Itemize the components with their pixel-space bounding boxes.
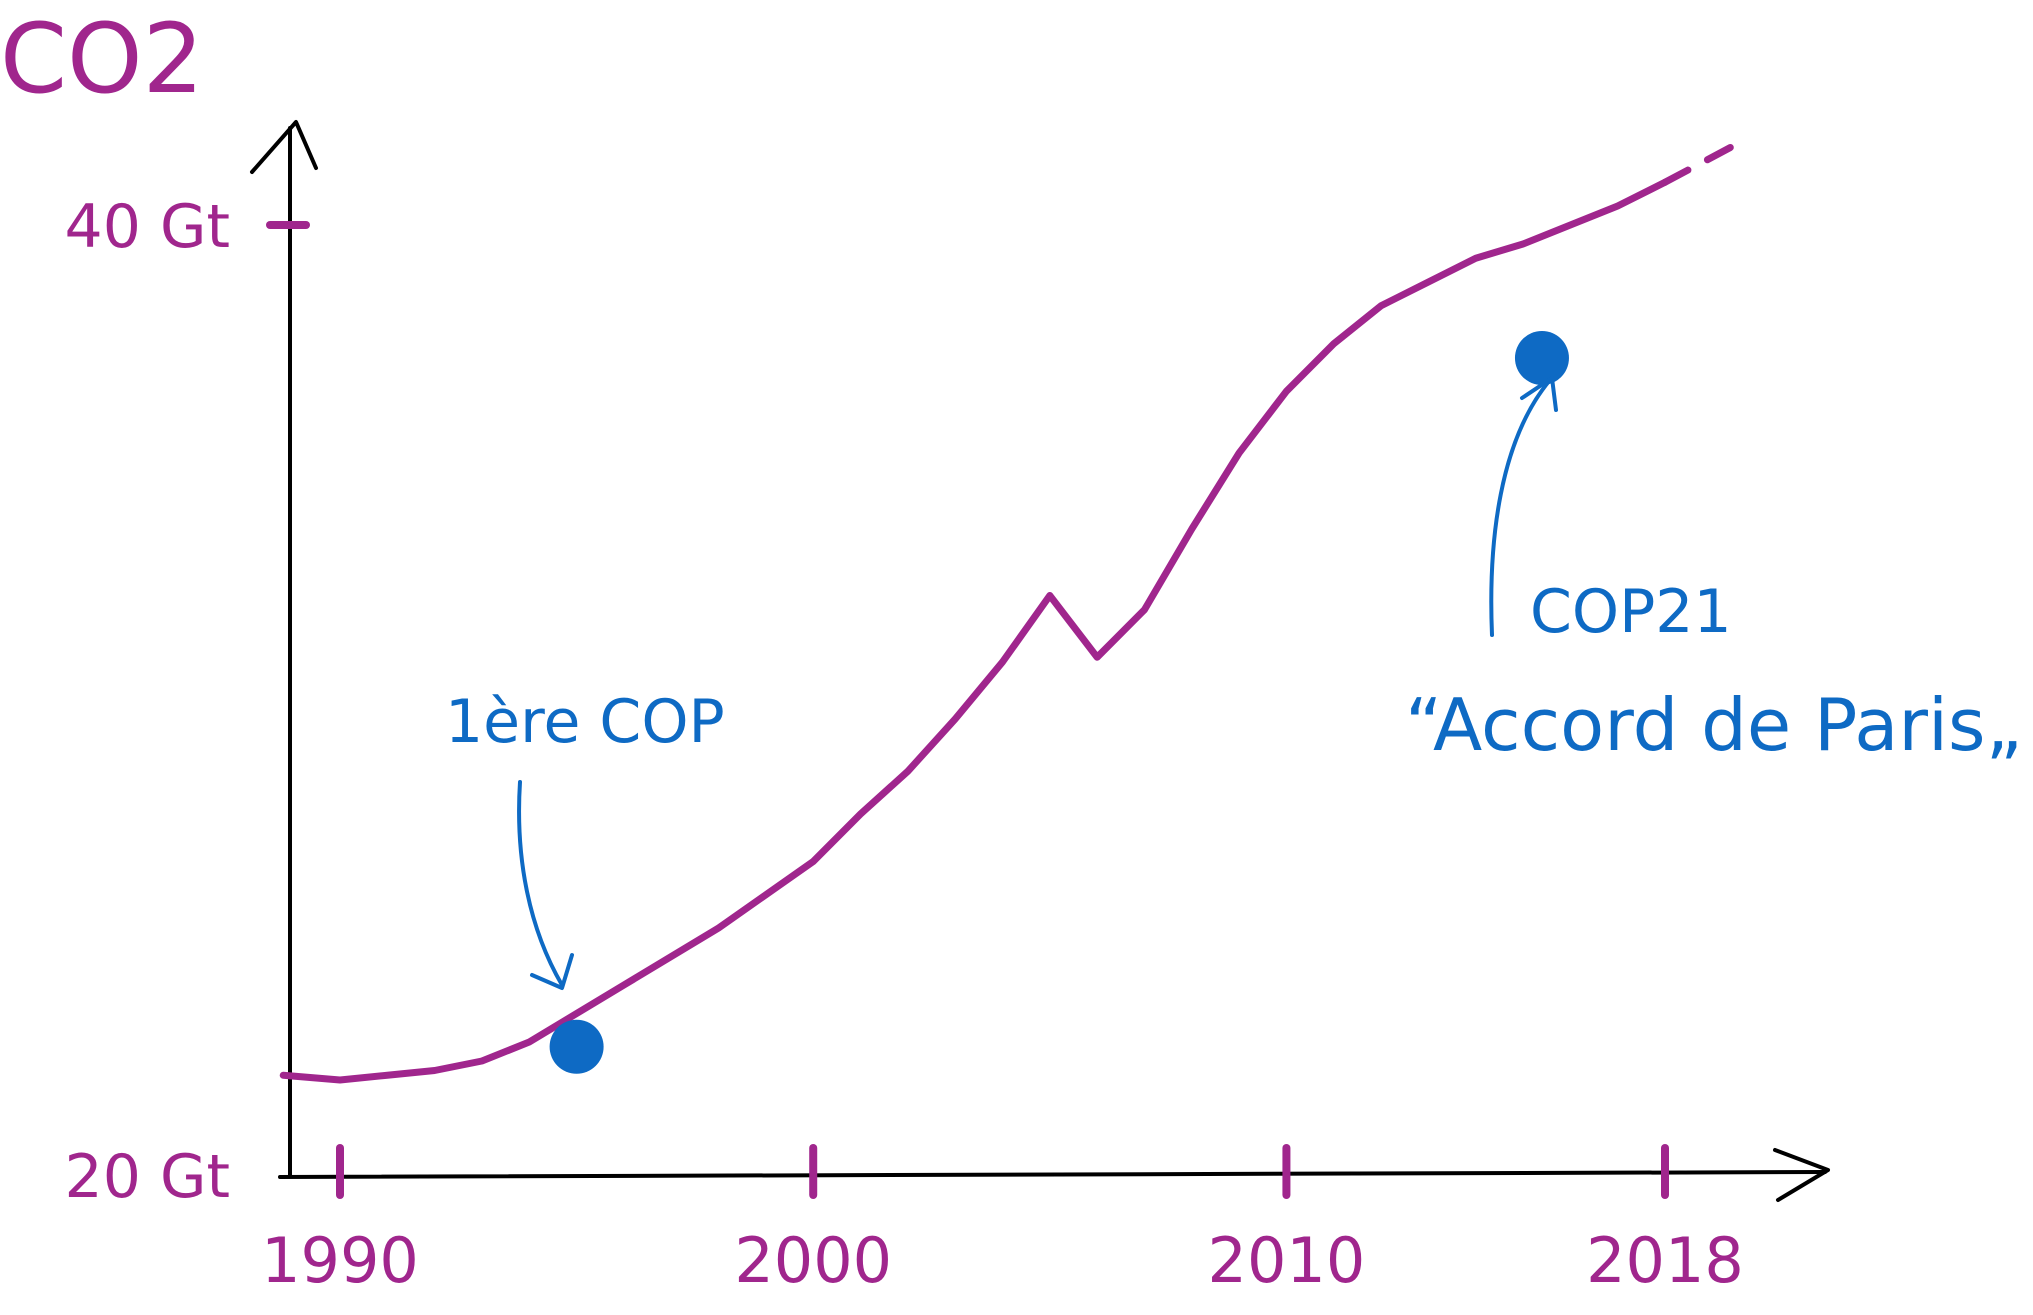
x-tick-label: 2018 — [1586, 1224, 1744, 1297]
x-axis — [278, 1170, 1827, 1179]
chart-title: CO2 — [0, 3, 204, 115]
cop1-arrow — [517, 780, 564, 987]
series — [279, 136, 1749, 1084]
ticks: 1990 2000 2010 2018 20 Gt 40 Gt — [65, 192, 1744, 1297]
cop21-point — [1514, 331, 1569, 385]
cop1-point — [549, 1019, 604, 1074]
y-tick-label: 40 Gt — [65, 192, 230, 262]
cop21-arrowhead — [1520, 376, 1558, 412]
cop1-arrowhead — [530, 953, 574, 990]
cop21-sublabel: “Accord de Paris„ — [1405, 683, 2023, 767]
x-tick-label: 1990 — [261, 1224, 419, 1297]
cop1-label: 1ère COP — [445, 687, 725, 757]
y-axis-arrow — [250, 120, 318, 174]
cop21-label: COP21 — [1530, 577, 1732, 647]
axes — [250, 120, 1830, 1202]
annotations: 1ère COP COP21 “Accord de Paris„ — [445, 331, 2023, 1074]
x-axis-arrow — [1773, 1148, 1830, 1202]
cop21-arrow — [1489, 378, 1552, 637]
series-line — [279, 178, 1669, 1084]
y-tick-label: 20 Gt — [65, 1142, 230, 1212]
projection-line — [1661, 136, 1749, 186]
x-tick-label: 2000 — [734, 1224, 892, 1297]
x-tick-label: 2010 — [1208, 1224, 1366, 1297]
